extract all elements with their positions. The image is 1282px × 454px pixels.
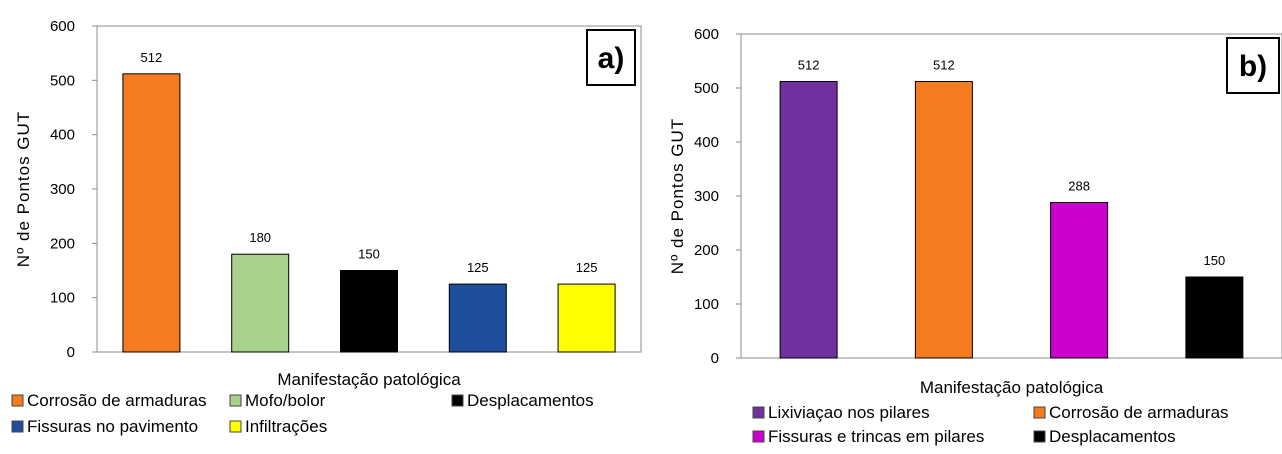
- legend-swatch: [11, 394, 24, 407]
- y-tick-label: 500: [694, 80, 719, 97]
- bar-data-label: 125: [467, 260, 489, 275]
- legend-entry: Mofo/bolor: [245, 391, 326, 410]
- legend-entry: Corrosão de armaduras: [1049, 403, 1229, 422]
- legend-entry: Lixiviaçao nos pilares: [768, 403, 930, 422]
- chart-panel-b: 0 100 200 300 400 500 600 512 512 288 150 Nº de Pon…: [668, 26, 1282, 446]
- legend-entry: Desplacamentos: [467, 391, 594, 410]
- panel-label-box: [586, 29, 636, 86]
- bar-data-label: 150: [358, 247, 380, 262]
- chart-panel-a: 0 100 200 300 400 500 600 512 180 150 125 125 Nº de …: [11, 18, 642, 436]
- bar-data-label: 512: [933, 58, 955, 73]
- bar-data-label: 150: [1204, 253, 1226, 268]
- legend-entry: Fissuras e trincas em pilares: [768, 427, 984, 446]
- bar: [1050, 201, 1109, 359]
- legend-swatch: [752, 430, 765, 443]
- legend-swatch: [451, 394, 464, 407]
- y-tick-label: 400: [694, 134, 719, 151]
- bar-data-label: 180: [249, 230, 271, 245]
- bar-data-label: 288: [1068, 178, 1090, 193]
- y-tick-label: 600: [694, 26, 719, 43]
- x-axis-label: Manifestação patológica: [277, 370, 461, 389]
- legend-swatch: [229, 394, 242, 407]
- y-tick-label: 100: [694, 296, 719, 313]
- legend-entry: Corrosão de armaduras: [27, 391, 207, 410]
- legend-swatch: [229, 420, 242, 433]
- legend-swatch: [11, 420, 24, 433]
- y-tick-label: 0: [711, 350, 719, 367]
- bar-data-label: 125: [576, 260, 598, 275]
- y-tick-label: 300: [694, 188, 719, 205]
- y-tick-label: 600: [50, 18, 75, 35]
- y-tick-label: 400: [50, 127, 75, 144]
- bar: [557, 283, 616, 353]
- x-axis-label: Manifestação patológica: [920, 378, 1104, 397]
- bar: [448, 283, 507, 353]
- panel-label: b): [1239, 50, 1267, 83]
- legend-entry: Infiltrações: [245, 417, 327, 436]
- bar-data-label: 512: [798, 58, 820, 73]
- y-tick-label: 100: [50, 290, 75, 307]
- bar: [1185, 276, 1244, 359]
- legend-entry: Desplacamentos: [1049, 427, 1176, 446]
- legend-entry: Fissuras no pavimento: [27, 417, 198, 436]
- legend-swatch: [752, 406, 765, 419]
- bar: [779, 81, 838, 359]
- panel-label-box: [1226, 37, 1280, 94]
- y-tick-label: 0: [67, 344, 75, 361]
- bar: [914, 81, 973, 359]
- bar: [340, 270, 398, 353]
- y-tick-label: 500: [50, 72, 75, 89]
- y-tick-label: 300: [50, 181, 75, 198]
- y-tick-label: 200: [50, 235, 75, 252]
- y-axis-label: Nº de Pontos GUT: [14, 111, 33, 267]
- bar-data-label: 512: [141, 50, 163, 65]
- bar: [122, 73, 181, 353]
- bar: [231, 253, 290, 353]
- panel-label: a): [598, 42, 625, 75]
- y-axis-label: Nº de Pontos GUT: [668, 118, 687, 274]
- legend-swatch: [1033, 406, 1046, 419]
- legend-swatch: [1033, 430, 1046, 443]
- y-tick-label: 200: [694, 242, 719, 259]
